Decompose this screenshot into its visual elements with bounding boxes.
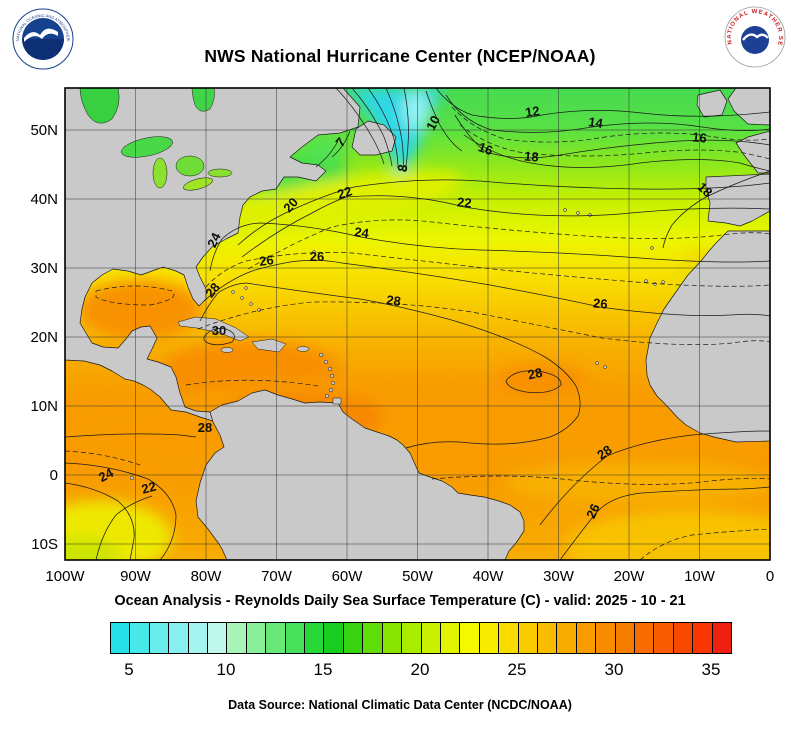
svg-text:12: 12: [524, 103, 540, 120]
lon-label: 50W: [402, 568, 434, 585]
map-border: [64, 87, 771, 561]
lat-label: 0: [50, 467, 58, 484]
lon-label: 80W: [191, 568, 223, 585]
latitude-axis: 50N 40N 30N 20N 10N 0 10S: [30, 122, 58, 553]
landmass-africa: [645, 230, 770, 443]
svg-text:24: 24: [204, 230, 224, 250]
grid-lines: [65, 88, 770, 560]
svg-text:28: 28: [526, 365, 543, 383]
svg-text:26: 26: [258, 252, 274, 269]
svg-text:16: 16: [476, 139, 495, 158]
svg-text:28: 28: [594, 442, 614, 463]
svg-text:28: 28: [385, 292, 401, 309]
landmass-britain: [727, 88, 770, 126]
longitude-axis: 100W 90W 80W 70W 60W 50W 40W 30W 20W 10W…: [45, 568, 774, 585]
nws-gull-icon: [742, 33, 769, 41]
lon-label: 100W: [45, 568, 85, 585]
colorbar-tick: 20: [410, 660, 430, 679]
svg-text:10: 10: [423, 113, 443, 133]
lat-label: 20N: [30, 329, 58, 346]
svg-text:8: 8: [395, 163, 411, 173]
lon-label: 10W: [684, 568, 716, 585]
svg-text:28: 28: [198, 420, 212, 435]
colorbar-tick: 35: [701, 660, 721, 679]
noaa-logo: NATIONAL OCEANIC AND ATMOSPHERIC ADMINIS…: [12, 8, 74, 70]
isotherm-lines: [65, 88, 770, 560]
lat-label: 10N: [30, 398, 58, 415]
lon-label: 90W: [120, 568, 152, 585]
svg-text:16: 16: [691, 129, 707, 145]
lon-label: 60W: [332, 568, 364, 585]
islands: [129, 208, 665, 481]
svg-text:22: 22: [335, 183, 353, 202]
lon-label: 20W: [614, 568, 646, 585]
lon-label: 40W: [473, 568, 505, 585]
colorbar-cells: [110, 622, 732, 654]
map-subtitle: Ocean Analysis - Reynolds Daily Sea Surf…: [114, 593, 686, 609]
svg-text:26: 26: [593, 295, 609, 311]
landmass-ireland: [696, 89, 728, 118]
colorbar-tick: 15: [313, 660, 333, 679]
lat-label: 10S: [31, 536, 58, 553]
lat-label: 40N: [30, 191, 58, 208]
svg-text:22: 22: [140, 479, 158, 497]
lat-label: 50N: [30, 122, 58, 139]
landmass-newfoundland: [351, 120, 397, 156]
noaa-gull-icon: [24, 28, 58, 42]
colorbar-tick: 30: [604, 660, 624, 679]
lon-label: 30W: [543, 568, 575, 585]
svg-text:14: 14: [587, 114, 604, 131]
colorbar-tick: 10: [216, 660, 236, 679]
lat-label: 30N: [30, 260, 58, 277]
svg-text:22: 22: [457, 194, 473, 210]
svg-text:26: 26: [310, 249, 324, 264]
page-header: NATIONAL OCEANIC AND ATMOSPHERIC ADMINIS…: [0, 0, 800, 85]
lon-label: 70W: [261, 568, 293, 585]
data-source: Data Source: National Climatic Data Cent…: [228, 698, 572, 712]
lon-label: 0: [766, 568, 774, 585]
colorbar-tick: 5: [124, 660, 134, 679]
colorbar-ticks: 5 10 15 20 25 30 35: [0, 660, 800, 684]
svg-text:30: 30: [212, 323, 226, 338]
inland-waters: [79, 88, 233, 191]
svg-text:18: 18: [524, 148, 540, 164]
nws-logo: NATIONAL WEATHER SERVICE: [724, 6, 786, 68]
colorbar-tick: 25: [507, 660, 527, 679]
page-title: NWS National Hurricane Center (NCEP/NOAA…: [204, 46, 596, 66]
svg-text:26: 26: [583, 501, 603, 520]
svg-text:24: 24: [353, 224, 370, 241]
landmass-north-america: [65, 88, 361, 422]
sst-map: 10 12 14 16 16 18 18 7 8 22 20 22 24 24 …: [30, 87, 774, 585]
